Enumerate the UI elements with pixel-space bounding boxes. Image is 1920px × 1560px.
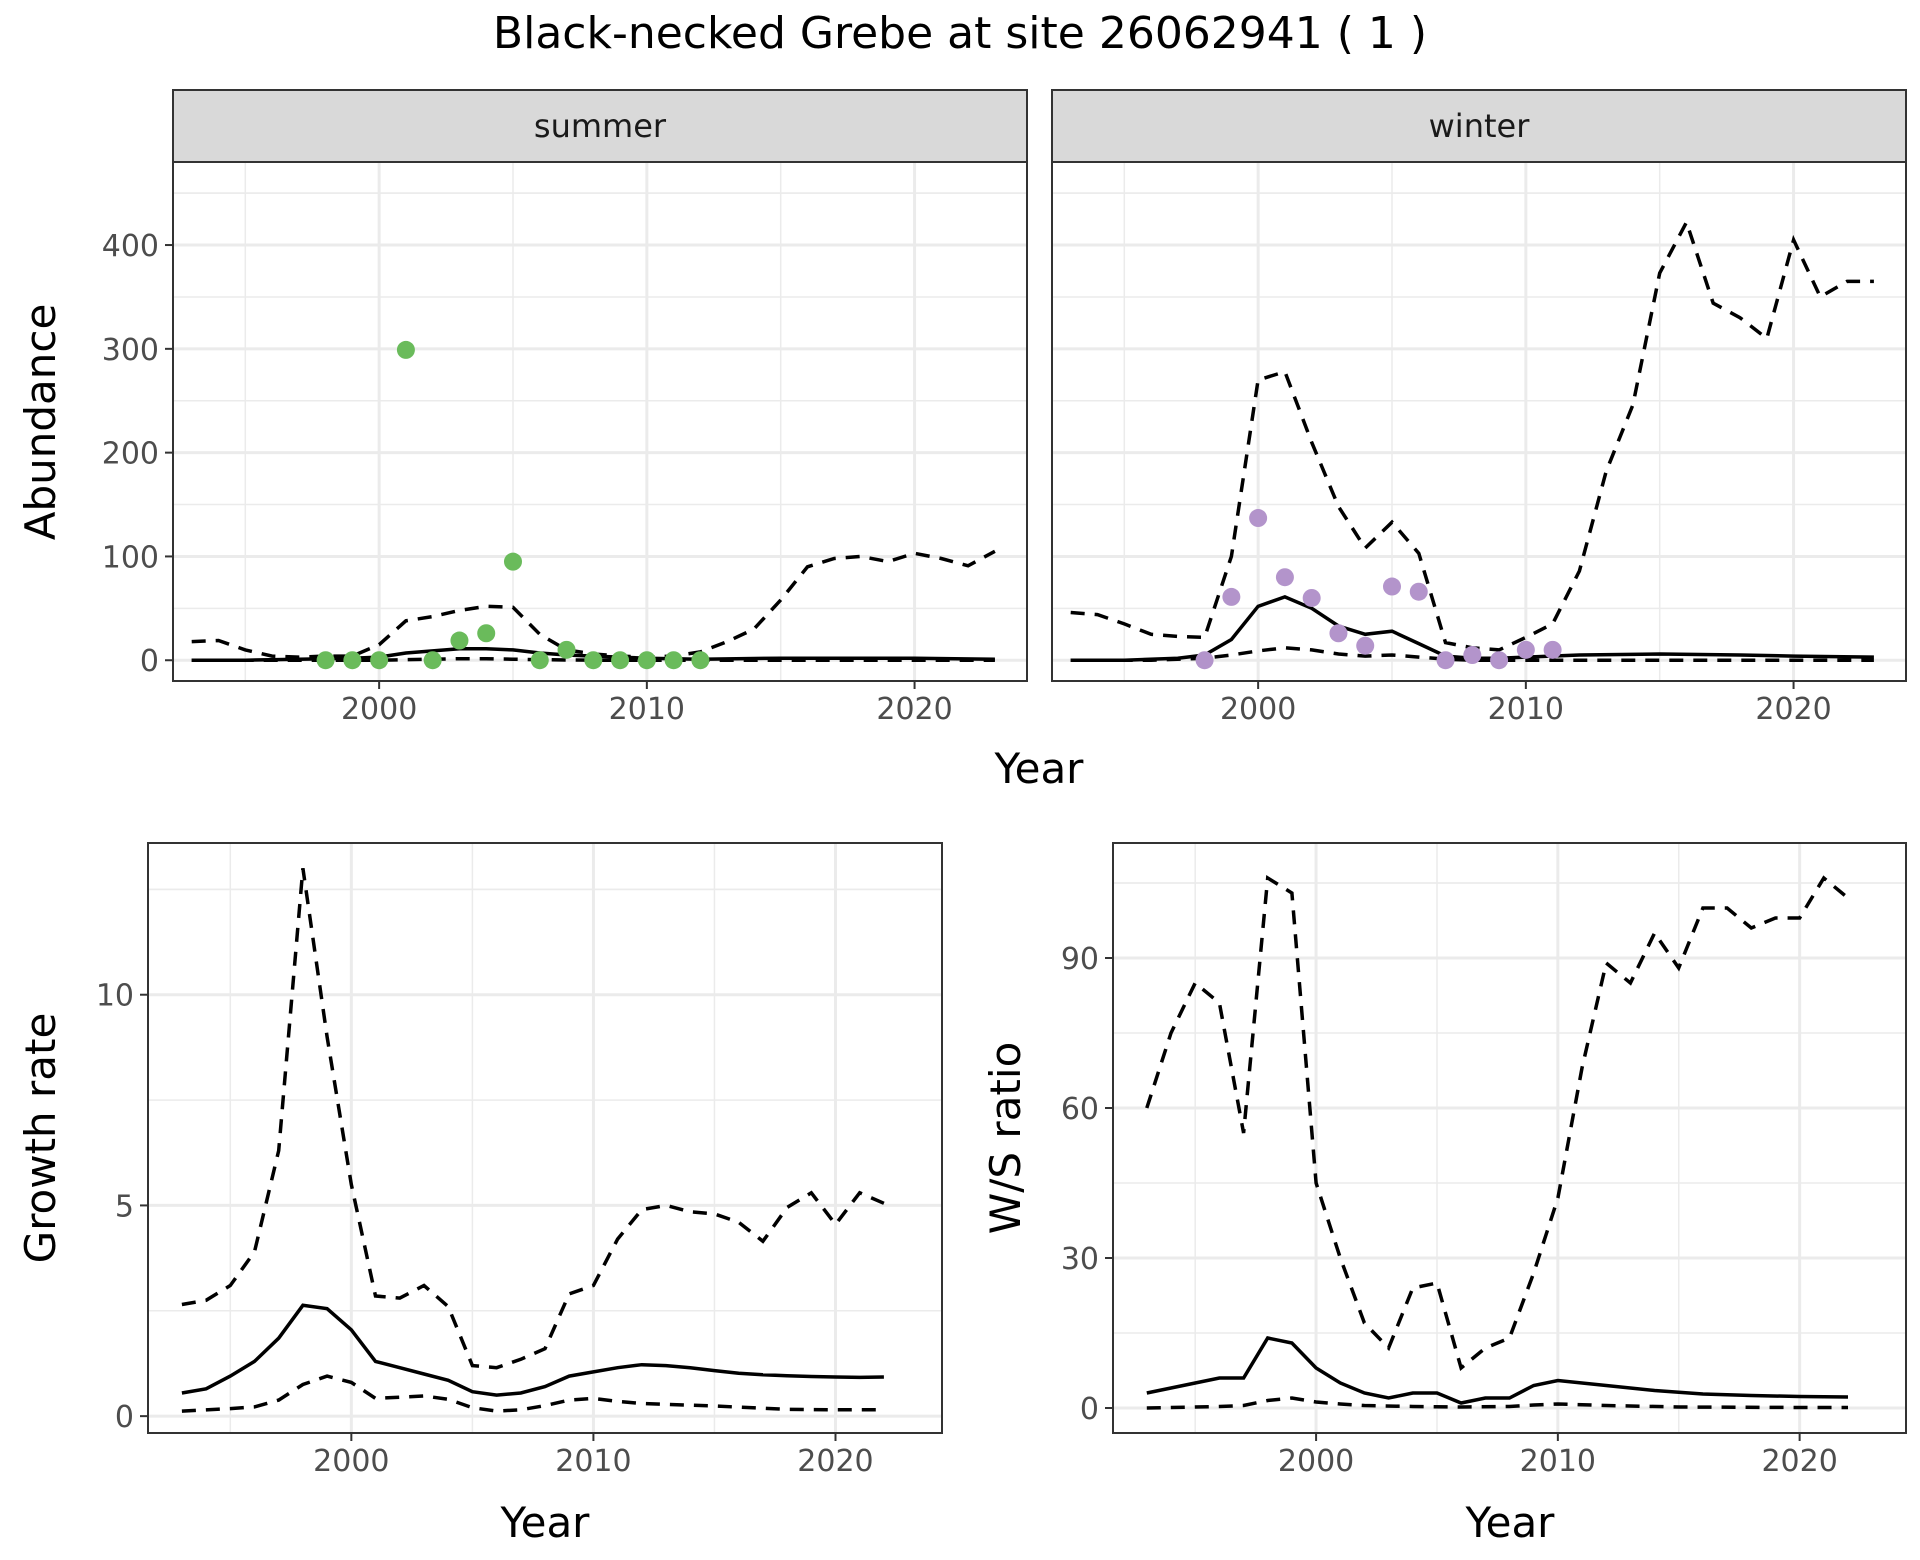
abundance-summer-border xyxy=(172,161,1028,682)
abundance-winter-x-tick-label: 2020 xyxy=(1755,692,1831,727)
abundance-summer-strip xyxy=(172,89,1028,163)
abundance-winter-strip-label: winter xyxy=(1429,107,1531,145)
abundance-summer-data-point xyxy=(637,651,656,670)
abundance-summer-y-tick-label: 100 xyxy=(102,540,159,575)
abundance-winter-mean-line xyxy=(1070,595,1874,662)
ws-ratio-y-tick-label: 90 xyxy=(1061,942,1099,977)
abundance-y-axis-title: Abundance xyxy=(16,304,65,541)
abundance-summer-data-point xyxy=(423,651,442,670)
growth-rate-upper-ci-line xyxy=(181,868,885,1370)
abundance-winter-data-point xyxy=(1436,651,1455,670)
abundance-winter-data-point xyxy=(1195,651,1214,670)
abundance-winter-data-point xyxy=(1249,509,1268,528)
abundance-winter-panel: 2000 2010 2020 xyxy=(1051,161,1907,727)
growth-rate-border xyxy=(147,842,943,1434)
figure-title: Black-necked Grebe at site 26062941 ( 1 … xyxy=(493,8,1427,59)
abundance-summer-data-point xyxy=(530,651,549,670)
abundance-winter-border xyxy=(1051,161,1907,682)
abundance-summer-y-tick-label: 0 xyxy=(140,644,159,679)
ws-ratio-x-tick-label: 2020 xyxy=(1761,1444,1837,1479)
abundance-winter-data-point xyxy=(1302,588,1321,607)
growth-rate-x-tick-label: 2010 xyxy=(555,1444,631,1479)
abundance-winter-data-point xyxy=(1516,640,1535,659)
abundance-summer-y-tick-label: 200 xyxy=(102,437,159,472)
ws-ratio-x-tick-label: 2000 xyxy=(1278,1444,1354,1479)
abundance-winter-data-point xyxy=(1409,582,1428,601)
abundance-winter-data-point xyxy=(1490,651,1509,670)
abundance-summer-data-point xyxy=(503,552,522,571)
abundance-winter-data-point xyxy=(1356,636,1375,655)
abundance-summer-data-point xyxy=(664,651,683,670)
abundance-summer-data-point xyxy=(370,651,389,670)
abundance-summer-y-tick-label: 400 xyxy=(102,229,159,264)
growth-rate-y-tick-label: 10 xyxy=(96,979,134,1014)
growth-rate-background xyxy=(148,843,942,1433)
ws-ratio-y-tick-label: 0 xyxy=(1080,1392,1099,1427)
abundance-summer-data-point xyxy=(691,651,710,670)
abundance-winter-data-point xyxy=(1222,587,1241,606)
abundance-winter-x-tick-label: 2010 xyxy=(1488,692,1564,727)
growth-rate-panel: 2000 2010 2020 0 5 10 xyxy=(96,842,943,1479)
abundance-summer-data-point xyxy=(316,651,335,670)
abundance-summer-data-point xyxy=(477,624,496,643)
abundance-winter-data-point xyxy=(1543,640,1562,659)
ws-ratio-y-axis-title: W/S ratio xyxy=(981,1042,1030,1235)
abundance-winter-lower-ci-line xyxy=(1070,646,1874,662)
abundance-winter-x-tick-label: 2000 xyxy=(1220,692,1296,727)
abundance-summer-x-tick-label: 2010 xyxy=(609,692,685,727)
abundance-winter-data-point xyxy=(1382,577,1401,596)
abundance-winter-background xyxy=(1052,162,1906,681)
growth-rate-y-tick-label: 0 xyxy=(115,1400,134,1435)
growth-rate-x-tick-label: 2020 xyxy=(797,1444,873,1479)
ws-ratio-y-tick-label: 30 xyxy=(1061,1242,1099,1277)
growth-rate-y-axis-title: Growth rate xyxy=(16,1013,65,1264)
abundance-summer-data-point xyxy=(611,651,630,670)
abundance-summer-y-tick-label: 300 xyxy=(102,333,159,368)
abundance-summer-data-point xyxy=(396,340,415,359)
abundance-x-axis-title: Year xyxy=(994,744,1085,793)
growth-rate-mean-line xyxy=(181,1303,884,1397)
abundance-summer-data-point xyxy=(343,651,362,670)
ws-ratio-x-tick-label: 2010 xyxy=(1520,1444,1596,1479)
ws-ratio-upper-ci-line xyxy=(1145,875,1850,1372)
abundance-summer-background xyxy=(173,162,1027,681)
growth-rate-x-axis-title: Year xyxy=(500,1498,591,1547)
abundance-summer-strip-label: summer xyxy=(534,107,667,145)
abundance-summer-data-point xyxy=(557,640,576,659)
growth-rate-x-tick-label: 2000 xyxy=(313,1444,389,1479)
ws-ratio-background xyxy=(1113,843,1906,1433)
ws-ratio-border xyxy=(1112,842,1907,1434)
abundance-winter-data-point xyxy=(1329,624,1348,643)
abundance-summer-x-tick-label: 2020 xyxy=(876,692,952,727)
abundance-summer-data-point xyxy=(450,631,469,650)
ws-ratio-lower-ci-line xyxy=(1146,1396,1848,1410)
abundance-summer-panel: 2000 2010 2020 0 100 200 300 400 xyxy=(102,161,1028,727)
ws-ratio-y-tick-label: 60 xyxy=(1061,1092,1099,1127)
ws-ratio-x-axis-title: Year xyxy=(1465,1498,1556,1547)
ws-ratio-mean-line xyxy=(1146,1336,1849,1405)
abundance-winter-data-point xyxy=(1275,568,1294,587)
abundance-winter-data-point xyxy=(1463,646,1482,665)
abundance-summer-data-point xyxy=(584,651,603,670)
ws-ratio-panel: 2000 2010 2020 0 30 60 90 xyxy=(1061,842,1907,1479)
growth-rate-y-tick-label: 5 xyxy=(115,1189,134,1224)
abundance-winter-strip xyxy=(1051,89,1907,163)
abundance-summer-x-tick-label: 2000 xyxy=(341,692,417,727)
